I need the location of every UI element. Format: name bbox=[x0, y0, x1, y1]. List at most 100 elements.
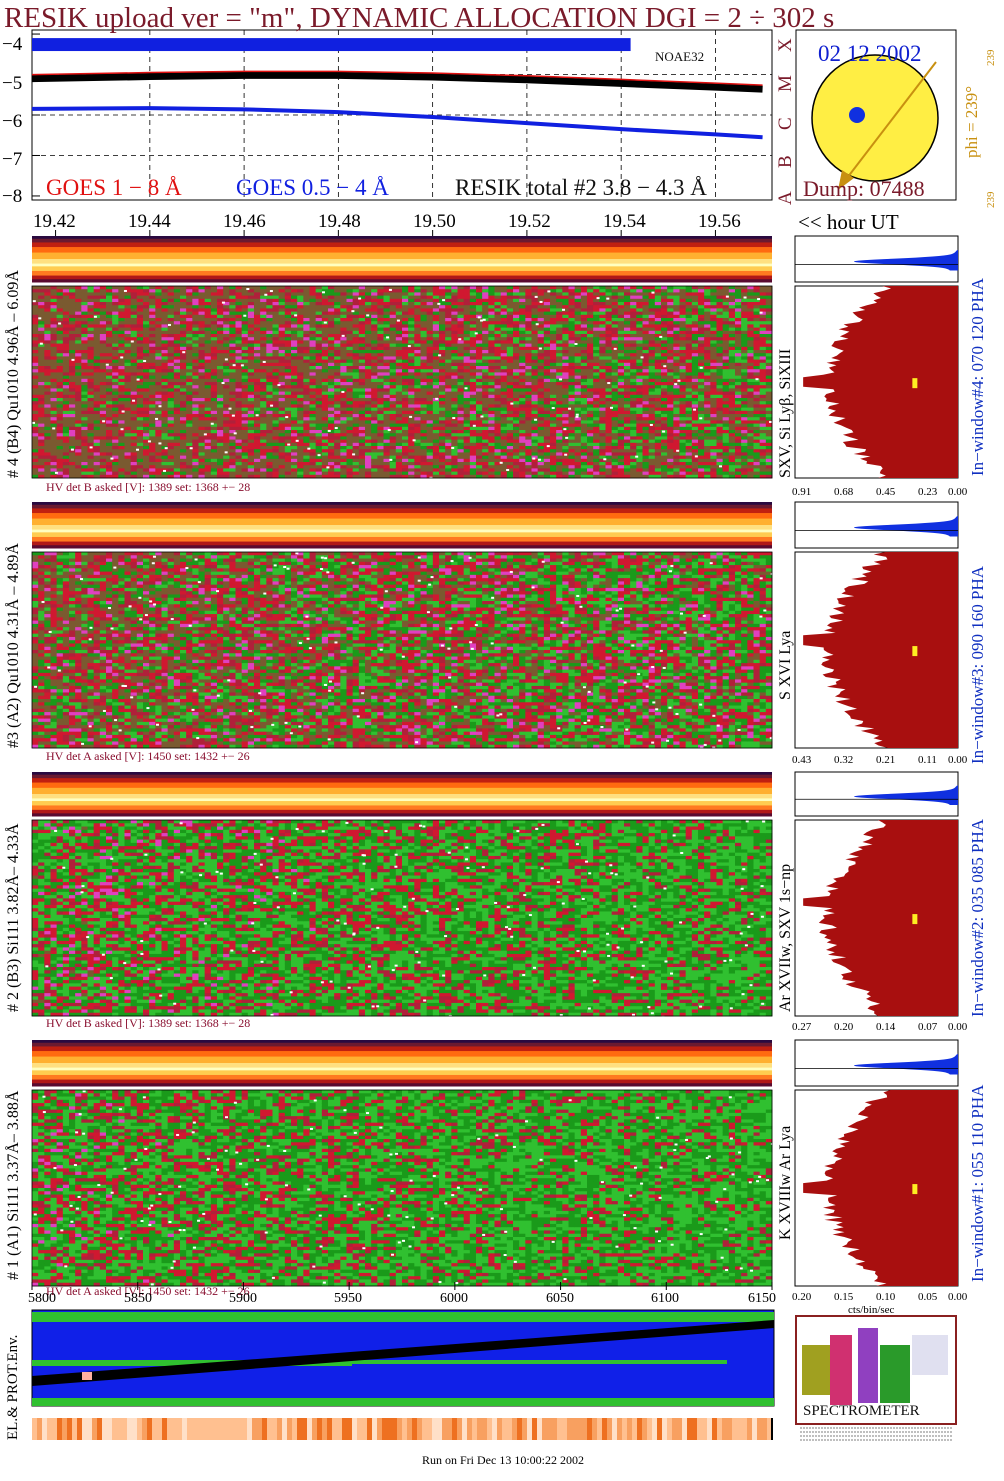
pha-tick: 0.20 bbox=[792, 1292, 811, 1303]
pha-tick: 0.23 bbox=[918, 487, 937, 498]
series-resik-total bbox=[32, 38, 631, 51]
phi-small-bottom: 239 bbox=[986, 192, 997, 209]
time-tick: 19.48 bbox=[318, 212, 361, 231]
run-timestamp: Run on Fri Dec 13 10:00:22 2002 bbox=[422, 1454, 584, 1466]
pha-tick: 0.32 bbox=[834, 755, 853, 766]
pha-tick: 0.91 bbox=[792, 487, 811, 498]
goes-class-letter: M bbox=[776, 75, 795, 92]
line-label: Ar XVIIw, SXV 1s−np bbox=[778, 864, 794, 1012]
time-tick: 19.46 bbox=[223, 212, 266, 231]
bottom-tick: 6050 bbox=[546, 1292, 574, 1306]
window-label: In−window#3: 090 160 PHA bbox=[969, 566, 986, 764]
pha-histogram bbox=[795, 820, 958, 1016]
pha-window-marker bbox=[912, 914, 917, 924]
goes-y-tick: −4 bbox=[2, 35, 22, 54]
pha-tick: 0.27 bbox=[792, 1022, 811, 1033]
pha-tick: 0.05 bbox=[918, 1292, 937, 1303]
time-tick: 19.52 bbox=[508, 212, 551, 231]
channel-label: #3 (A2) Qu1010 4.31Å – 4.89Å bbox=[6, 543, 22, 748]
page-title: RESIK upload ver = "m", DYNAMIC ALLOCATI… bbox=[4, 4, 834, 33]
pha-tick: 0.21 bbox=[876, 755, 895, 766]
pha-histogram-summary bbox=[795, 772, 958, 816]
spectrogram-image bbox=[32, 820, 772, 1018]
bottom-tick: 5850 bbox=[124, 1292, 152, 1306]
bottom-tick: 6100 bbox=[651, 1292, 679, 1306]
pha-tick: 0.10 bbox=[876, 1292, 895, 1303]
hv-readout: HV det A asked [V]: 1450 set: 1432 +− 26 bbox=[46, 750, 250, 762]
line-label: S XVI Lya bbox=[778, 631, 794, 700]
pha-tick: 0.15 bbox=[834, 1292, 853, 1303]
pha-window-marker bbox=[912, 646, 917, 656]
env-band bbox=[352, 1360, 727, 1364]
pha-tick: 0.68 bbox=[834, 487, 853, 498]
channel-label: # 1 (A1) Si111 3.37Å– 3.88Å bbox=[6, 1091, 22, 1280]
hv-readout: HV det B asked [V]: 1389 set: 1368 +− 28 bbox=[46, 1017, 250, 1029]
legend-goes-long: GOES 1 − 8 Å bbox=[46, 176, 182, 199]
pha-tick: 0.20 bbox=[834, 1022, 853, 1033]
pha-window-marker bbox=[912, 1184, 917, 1194]
bottom-tick: 5950 bbox=[334, 1292, 362, 1306]
channel-label: # 2 (B3) Si111 3.82Å– 4.33Å bbox=[6, 823, 22, 1012]
observation-date: 02 12 2002 bbox=[818, 42, 922, 65]
spectrogram-strip bbox=[32, 1040, 772, 1087]
pha-tick: 0.11 bbox=[918, 755, 937, 766]
pha-histogram bbox=[795, 1090, 958, 1286]
flare-position bbox=[849, 107, 865, 123]
pha-tick: 0.00 bbox=[948, 487, 967, 498]
pha-tick: 0.07 bbox=[918, 1022, 937, 1033]
pha-unit: cts/bin/sec bbox=[848, 1305, 894, 1316]
goes-class-letter: A bbox=[776, 191, 795, 205]
time-unit-label: << hour UT bbox=[798, 212, 899, 233]
goes-y-tick: −7 bbox=[2, 150, 22, 169]
goes-class-letter: X bbox=[776, 38, 795, 52]
line-label: SXV, Si Lyβ, SiXIII bbox=[778, 349, 794, 478]
pha-tick: 0.43 bbox=[792, 755, 811, 766]
time-tick: 19.44 bbox=[128, 212, 171, 231]
channel-label: # 4 (B4) Qu1010 4.96Å – 6.09Å bbox=[6, 270, 22, 478]
bottom-tick: 5800 bbox=[28, 1292, 56, 1306]
env-panel bbox=[32, 1310, 774, 1406]
goes-class-letter: B bbox=[776, 155, 795, 168]
goes-y-tick: −5 bbox=[2, 74, 22, 93]
pha-histogram bbox=[795, 552, 958, 748]
legend-resik-total: RESIK total #2 3.8 − 4.3 Å bbox=[455, 176, 707, 199]
phi-small-top: 239 bbox=[986, 50, 997, 67]
spectrogram-image bbox=[32, 552, 775, 749]
goes-y-tick: −6 bbox=[2, 112, 22, 131]
pha-tick: 0.00 bbox=[948, 1292, 967, 1303]
window-label: In−window#2: 035 085 PHA bbox=[969, 819, 986, 1017]
logo-spectrometer: SPECTROMETER bbox=[803, 1404, 920, 1419]
time-tick: 19.42 bbox=[33, 212, 76, 231]
pha-histogram-summary bbox=[795, 502, 958, 548]
time-tick: 19.54 bbox=[603, 212, 646, 231]
phi-label: phi = 239° bbox=[963, 86, 980, 158]
pha-tick: 0.00 bbox=[948, 755, 967, 766]
bottom-tick: 5900 bbox=[229, 1292, 257, 1306]
line-label: K XVIIIw Ar Lya bbox=[778, 1126, 794, 1240]
pha-tick: 0.00 bbox=[948, 1022, 967, 1033]
resik-logo bbox=[796, 1316, 956, 1443]
time-tick: 19.50 bbox=[413, 212, 456, 231]
window-label: In−window#4: 070 120 PHA bbox=[969, 278, 986, 476]
bottom-tick: 6000 bbox=[440, 1292, 468, 1306]
hv-readout: HV det B asked [V]: 1389 set: 1368 +− 28 bbox=[46, 481, 250, 493]
time-tick: 19.56 bbox=[698, 212, 741, 231]
pha-tick: 0.45 bbox=[876, 487, 895, 498]
spectrogram-image bbox=[32, 1090, 774, 1286]
env-band bbox=[32, 1398, 774, 1406]
goes-y-tick: −8 bbox=[2, 187, 22, 206]
spectrogram-strip bbox=[32, 236, 772, 283]
pha-histogram bbox=[795, 286, 958, 478]
pha-histogram-summary bbox=[795, 1040, 958, 1086]
dump-number: Dump: 07488 bbox=[803, 178, 925, 200]
bottom-tick: 6150 bbox=[748, 1292, 776, 1306]
legend-goes-short: GOES 0.5 − 4 Å bbox=[236, 176, 389, 199]
window-label: In−window#1: 055 110 PHA bbox=[969, 1085, 986, 1282]
pha-window-marker bbox=[912, 378, 917, 388]
goes-class-letter: C bbox=[776, 117, 795, 130]
env-label: EL.& PROT.Env. bbox=[6, 1335, 21, 1440]
sun-disk bbox=[812, 55, 938, 181]
spectrogram-strip bbox=[32, 502, 772, 549]
spectrogram-image bbox=[32, 286, 772, 479]
